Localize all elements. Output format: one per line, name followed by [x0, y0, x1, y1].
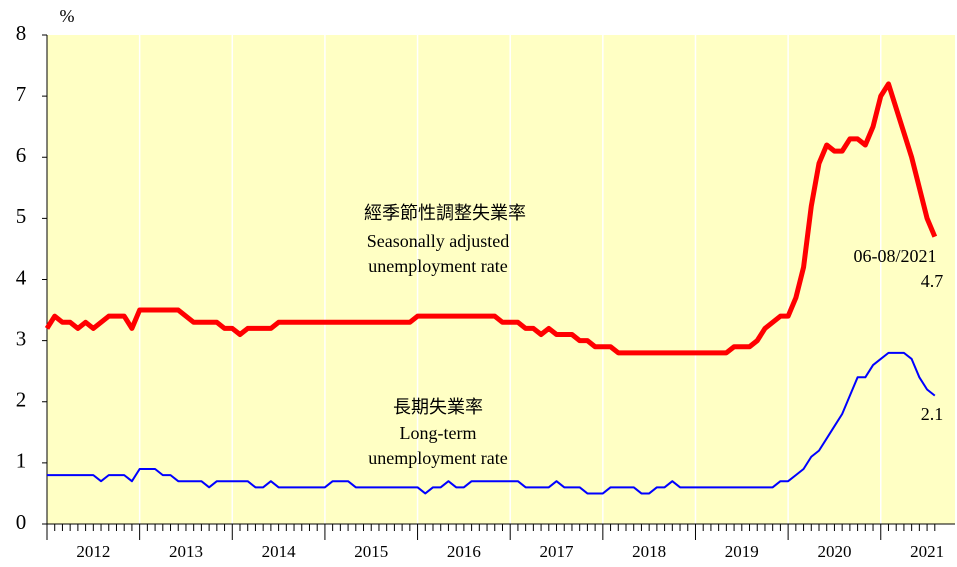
x-tick-label: 2014 [262, 542, 297, 561]
x-tick-label: 2012 [76, 542, 110, 561]
x-tick-label: 2021 [910, 542, 944, 561]
y-tick-label: 0 [16, 510, 27, 534]
annotation: Seasonally adjusted [367, 231, 509, 251]
line-series [44, 81, 938, 356]
end-value-label: 4.7 [921, 271, 944, 291]
y-tick-label: 2 [16, 388, 27, 412]
y-unit: % [60, 6, 75, 26]
y-tick-label: 5 [16, 204, 27, 228]
x-tick-label: 2013 [169, 542, 203, 561]
y-tick-label: 6 [16, 143, 27, 167]
x-tick-label: 2018 [632, 542, 666, 561]
x-tick-label: 2016 [447, 542, 481, 561]
end-value-label: 2.1 [921, 404, 944, 424]
x-tick-label: 2019 [725, 542, 759, 561]
annotation: 06-08/2021 [854, 246, 937, 266]
plot-area [47, 35, 955, 524]
y-tick-label: 3 [16, 326, 27, 350]
annotation: unemployment rate [368, 448, 507, 468]
x-tick-label: 2020 [817, 542, 851, 561]
annotation: 長期失業率 [393, 397, 483, 417]
y-tick-label: 4 [16, 265, 27, 289]
annotation: 經季節性調整失業率 [364, 203, 526, 223]
annotation: unemployment rate [368, 256, 507, 276]
x-tick-label: 2017 [540, 542, 575, 561]
x-tick-label: 2015 [354, 542, 388, 561]
y-tick-label: 7 [16, 82, 27, 106]
line-series [47, 351, 936, 495]
annotation: Long-term [400, 423, 477, 443]
y-tick-label: 1 [16, 449, 27, 473]
y-tick-label: 8 [16, 21, 27, 45]
